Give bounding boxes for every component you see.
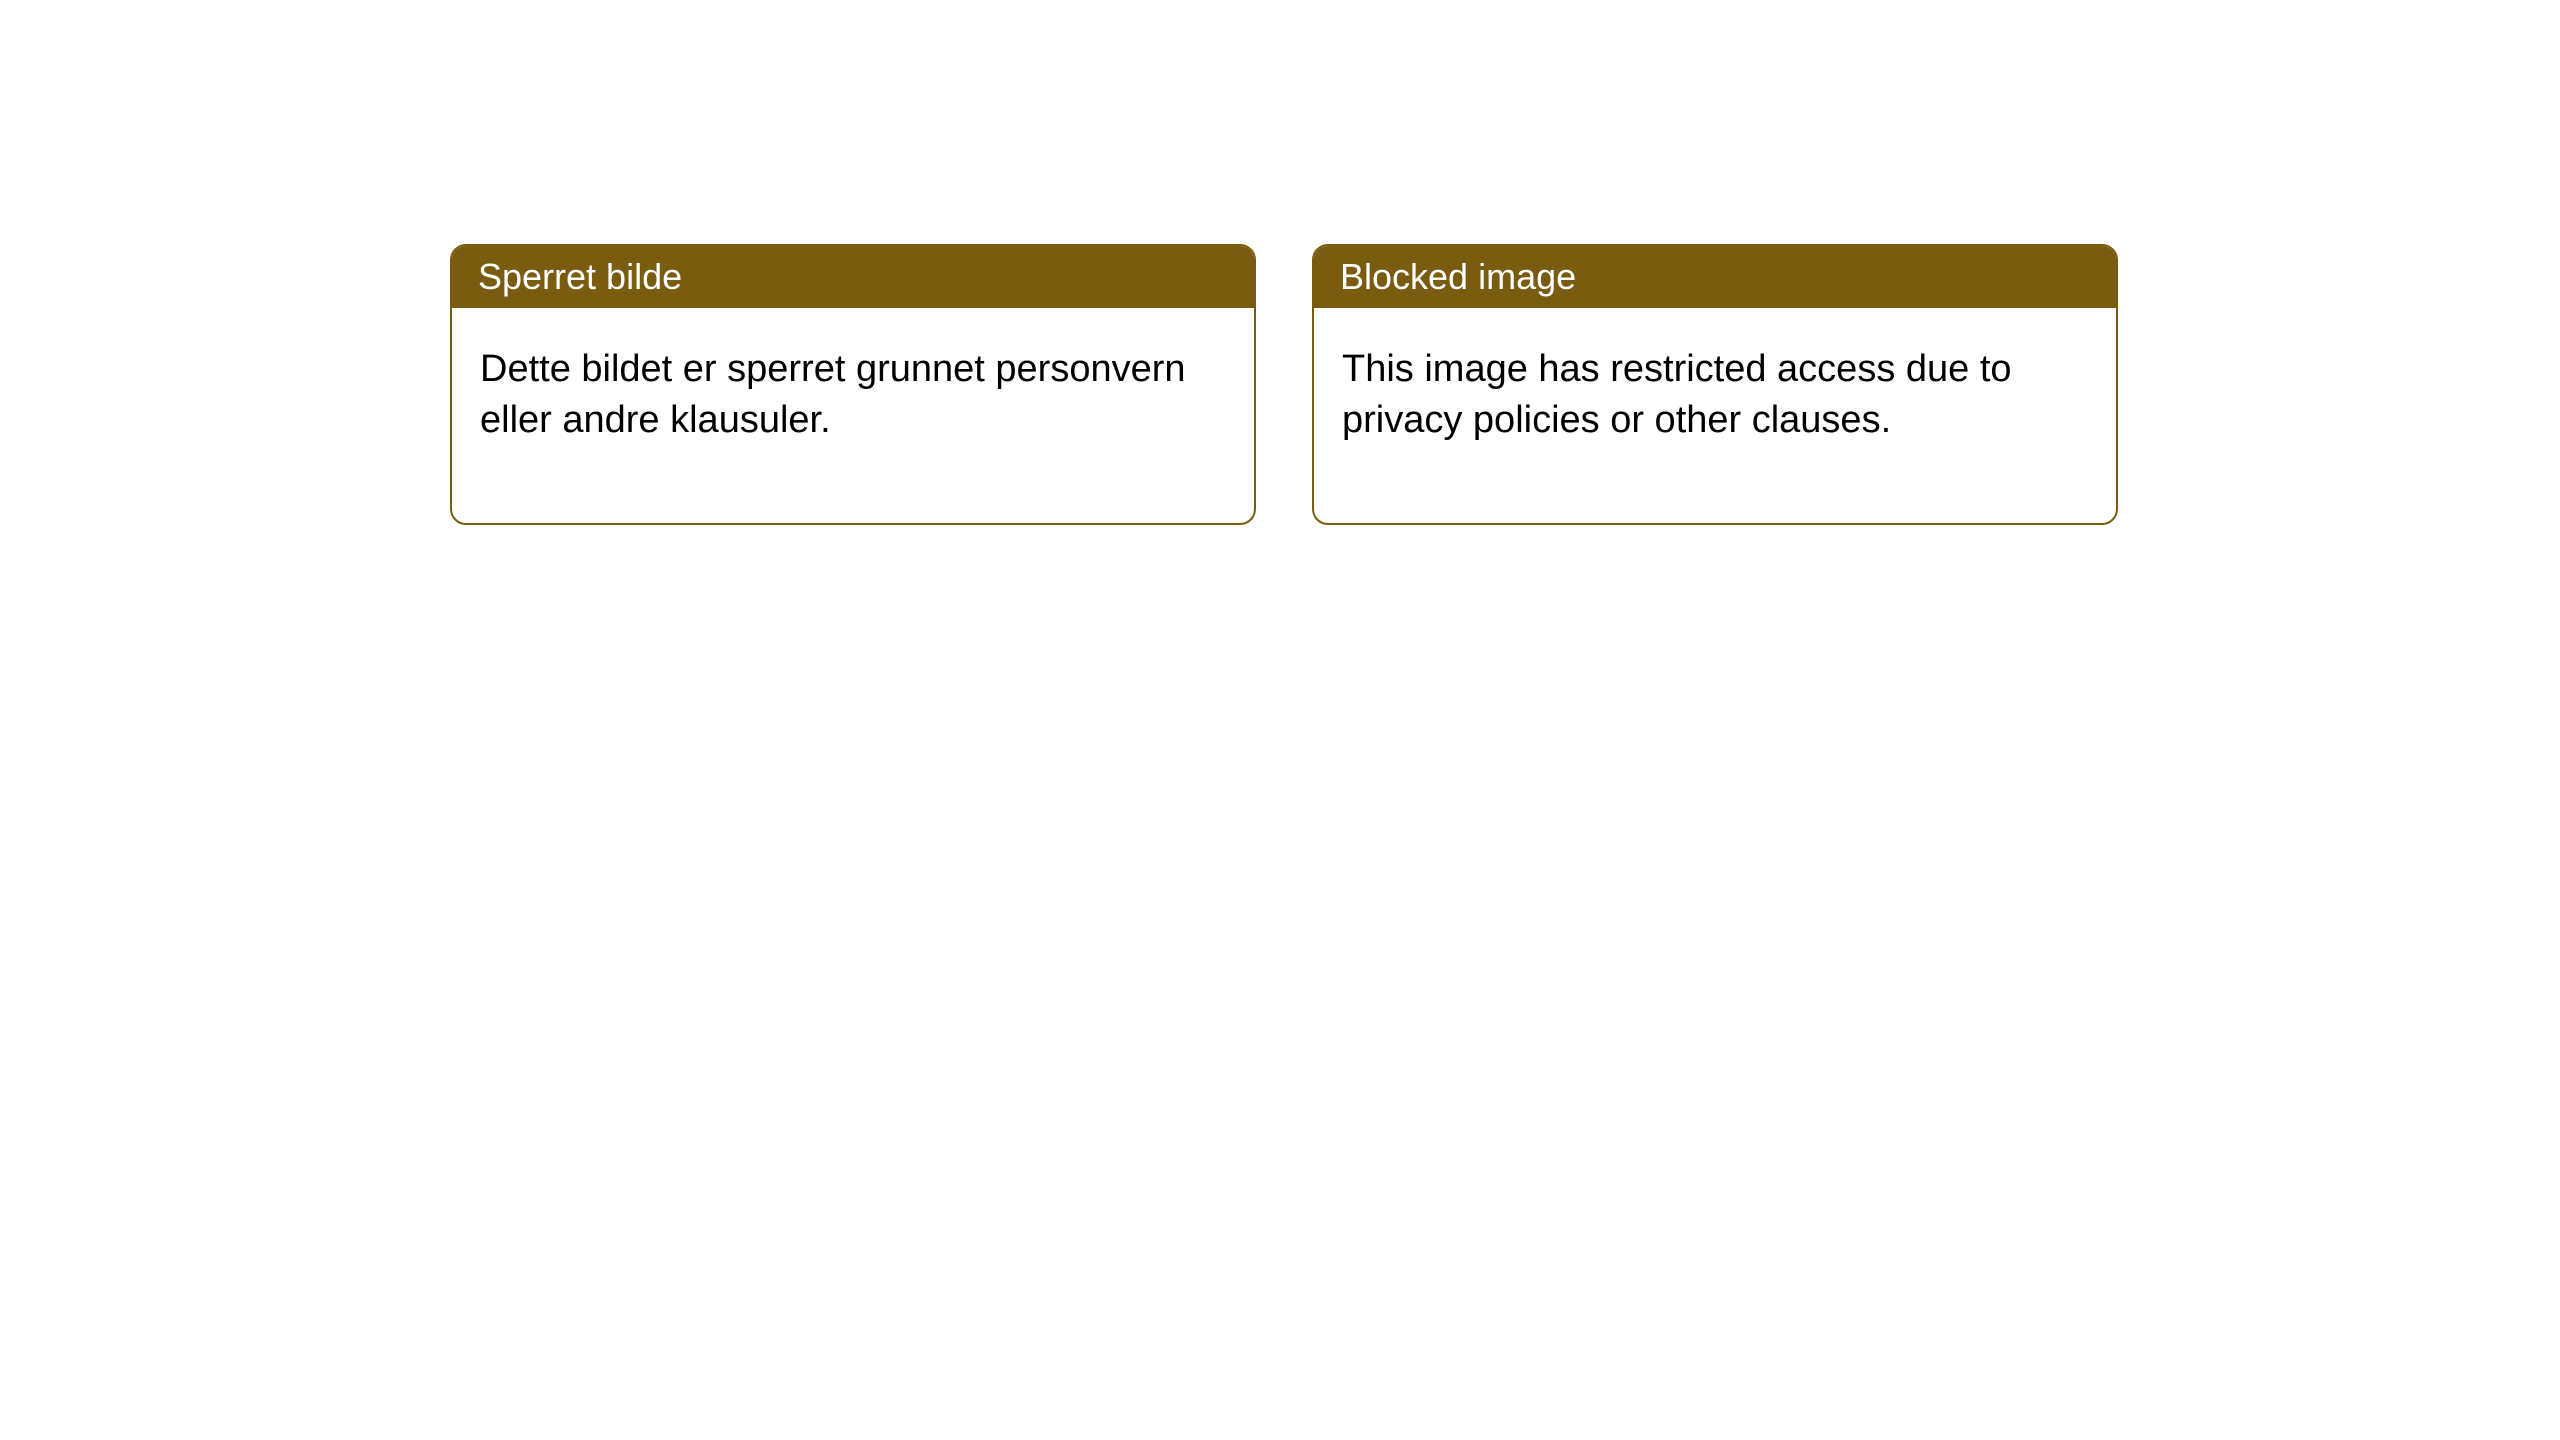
notice-header: Sperret bilde (452, 246, 1254, 308)
notice-header: Blocked image (1314, 246, 2116, 308)
notice-body: Dette bildet er sperret grunnet personve… (452, 308, 1254, 523)
notice-card-english: Blocked image This image has restricted … (1312, 244, 2118, 525)
notice-body: This image has restricted access due to … (1314, 308, 2116, 523)
notice-container: Sperret bilde Dette bildet er sperret gr… (0, 0, 2560, 525)
notice-card-norwegian: Sperret bilde Dette bildet er sperret gr… (450, 244, 1256, 525)
